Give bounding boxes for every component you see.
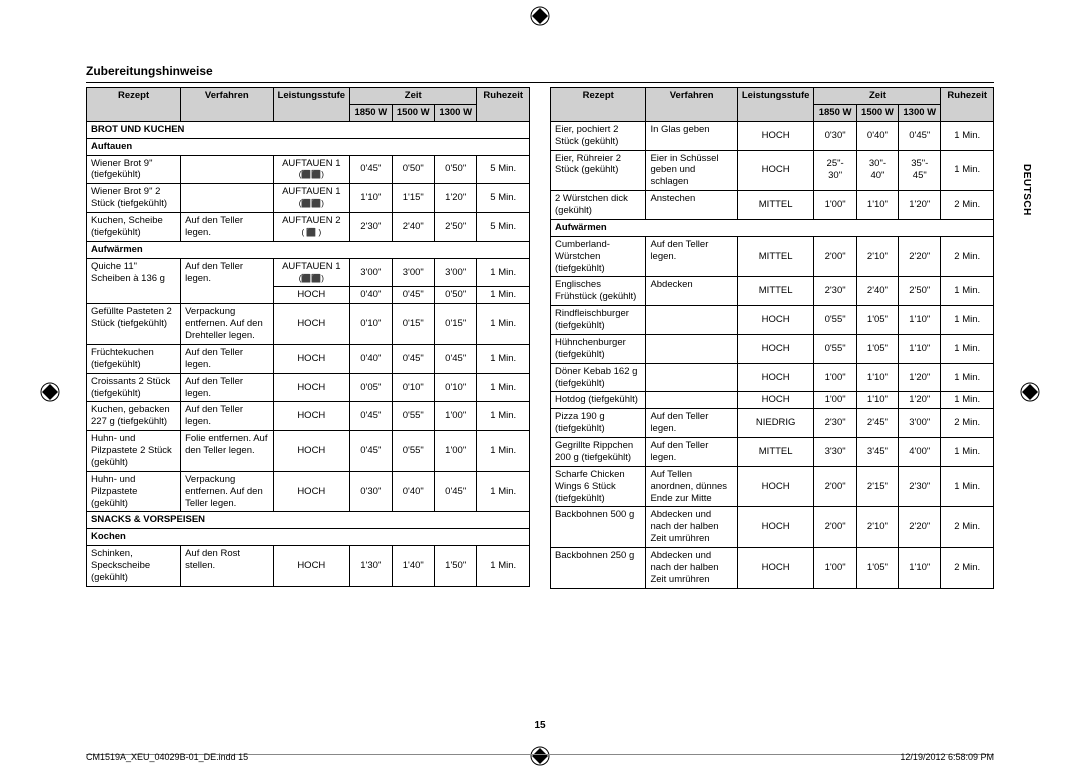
th-recipe: Rezept xyxy=(87,88,181,122)
table-row: Backbohnen 250 gAbdecken und nach der ha… xyxy=(551,548,994,589)
language-tab: DEUTSCH xyxy=(1021,164,1032,216)
sub-aufwaermen: Aufwärmen xyxy=(87,241,530,258)
table-row: Englisches Frühstück (gekühlt)AbdeckenMI… xyxy=(551,277,994,306)
table-row: Croissants 2 Stück (tiefgekühlt)Auf den … xyxy=(87,373,530,402)
table-row: Hotdog (tiefgekühlt)HOCH1'00"1'10"1'20"1… xyxy=(551,392,994,409)
table-row: Schinken, Speckscheibe (gekühlt)Auf den … xyxy=(87,546,530,587)
table-row: Döner Kebab 162 g (tiefgekühlt)HOCH1'00"… xyxy=(551,363,994,392)
table-row: Gegrillte Rippchen 200 g (tiefgekühlt)Au… xyxy=(551,438,994,467)
th-1850: 1850 W xyxy=(350,104,392,121)
table-row: Hühnchenburger (tiefgekühlt)HOCH0'55"1'0… xyxy=(551,334,994,363)
th-1300: 1300 W xyxy=(434,104,476,121)
table-row: Cumberland-Würstchen (tiefgekühlt)Auf de… xyxy=(551,236,994,277)
left-table: Rezept Verfahren Leistungsstufe Zeit Ruh… xyxy=(86,87,530,587)
left-column: Rezept Verfahren Leistungsstufe Zeit Ruh… xyxy=(86,87,530,589)
section-snacks: SNACKS & VORSPEISEN xyxy=(87,512,530,529)
table-row: Gefüllte Pasteten 2 Stück (tiefgekühlt)V… xyxy=(87,304,530,345)
table-row: Backbohnen 500 gAbdecken und nach der ha… xyxy=(551,507,994,548)
table-row: Wiener Brot 9" 2 Stück (tiefgekühlt) AUF… xyxy=(87,184,530,213)
footer-timestamp: 12/19/2012 6:58:09 PM xyxy=(900,752,994,762)
section-bread: BROT UND KUCHEN xyxy=(87,121,530,138)
page-content: Zubereitungshinweise Rezept Verfahren Le… xyxy=(86,64,994,589)
th-time-group: Zeit xyxy=(350,88,477,105)
sub-kochen: Kochen xyxy=(87,529,530,546)
th-rest: Ruhezeit xyxy=(477,88,530,122)
table-row: Huhn- und Pilzpastete 2 Stück (gekühlt)F… xyxy=(87,431,530,472)
th-1300: 1300 W xyxy=(899,104,941,121)
th-1500: 1500 W xyxy=(392,104,434,121)
table-row: Scharfe Chicken Wings 6 Stück (tiefgeküh… xyxy=(551,466,994,507)
table-row: Früchtekuchen (tiefgekühlt)Auf den Telle… xyxy=(87,344,530,373)
table-row: Kuchen, Scheibe (tiefgekühlt) Auf den Te… xyxy=(87,213,530,242)
table-row: Kuchen, gebacken 227 g (tiefgekühlt)Auf … xyxy=(87,402,530,431)
sub-auftauen: Auftauen xyxy=(87,138,530,155)
th-power: Leistungsstufe xyxy=(737,88,814,122)
th-1500: 1500 W xyxy=(856,104,898,121)
table-row: Eier, Rühreier 2 Stück (gekühlt)Eier in … xyxy=(551,150,994,191)
page-title: Zubereitungshinweise xyxy=(86,64,994,78)
title-rule xyxy=(86,82,994,83)
page-number: 15 xyxy=(0,720,1080,731)
th-method: Verfahren xyxy=(181,88,273,122)
sub-aufwaermen-right: Aufwärmen xyxy=(551,219,994,236)
registration-mark-right xyxy=(1020,382,1040,402)
table-row: 2 Würstchen dick (gekühlt)AnstechenMITTE… xyxy=(551,191,994,220)
table-row: Quiche 11" Scheiben à 136 g Auf den Tell… xyxy=(87,258,530,287)
th-power: Leistungsstufe xyxy=(273,88,350,122)
table-row: Rindfleischburger (tiefgekühlt)HOCH0'55"… xyxy=(551,306,994,335)
table-row: Wiener Brot 9" (tiefgekühlt) AUFTAUEN 1(… xyxy=(87,155,530,184)
registration-mark-top xyxy=(530,6,550,26)
th-recipe: Rezept xyxy=(551,88,646,122)
table-row: Huhn- und Pilzpastete (gekühlt)Verpackun… xyxy=(87,471,530,512)
th-time-group: Zeit xyxy=(814,88,941,105)
table-row: Pizza 190 g (tiefgekühlt)Auf den Teller … xyxy=(551,409,994,438)
right-table: Rezept Verfahren Leistungsstufe Zeit Ruh… xyxy=(550,87,994,589)
th-method: Verfahren xyxy=(646,88,737,122)
right-column: Rezept Verfahren Leistungsstufe Zeit Ruh… xyxy=(550,87,994,589)
registration-mark-left xyxy=(40,382,60,402)
registration-mark-bottom xyxy=(530,746,550,766)
footer-filename: CM1519A_XEU_04029B-01_DE.indd 15 xyxy=(86,752,248,762)
th-rest: Ruhezeit xyxy=(941,88,994,122)
th-1850: 1850 W xyxy=(814,104,856,121)
table-row: Eier, pochiert 2 Stück (gekühlt)In Glas … xyxy=(551,121,994,150)
